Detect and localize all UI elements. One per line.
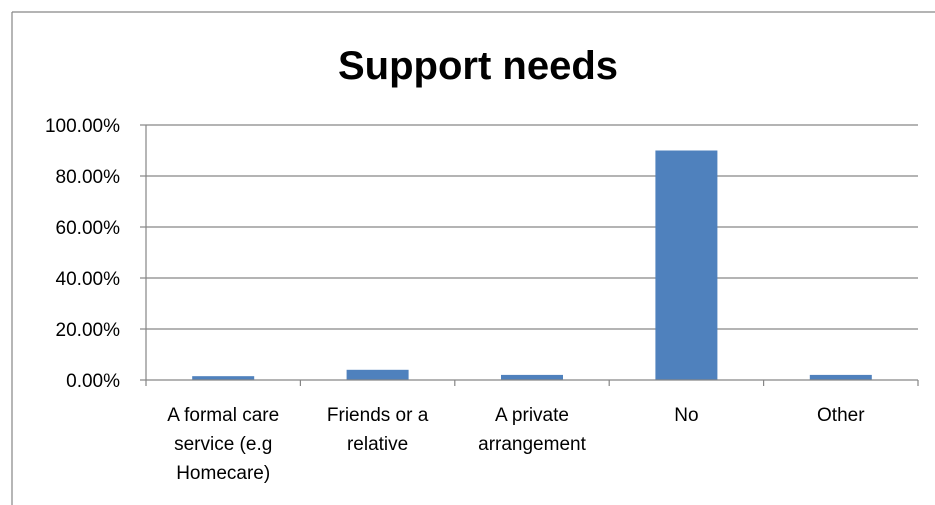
bars: [192, 150, 872, 380]
y-axis-ticks: 0.00% 20.00% 40.00% 60.00% 80.00% 100.00%: [45, 116, 147, 392]
bar: [655, 150, 718, 380]
category-label: A private arrangement: [478, 405, 586, 455]
y-tick-label: 100.00%: [45, 116, 120, 137]
x-axis: [145, 379, 919, 386]
category-labels: A formal care service (e.g Homecare) Friend…: [167, 405, 865, 484]
category-label: A formal care service (e.g Homecare): [167, 405, 279, 484]
y-tick-label: 20.00%: [56, 320, 121, 341]
y-tick-label: 0.00%: [66, 371, 120, 392]
y-tick-label: 80.00%: [56, 167, 121, 188]
category-label: Friends or a relative: [327, 405, 429, 455]
bar: [501, 374, 563, 380]
bar: [192, 376, 255, 380]
y-tick-label: 40.00%: [56, 269, 121, 290]
bar: [346, 369, 409, 380]
chart-title: Support needs: [338, 44, 618, 88]
category-label: Other: [817, 405, 865, 426]
gridlines: [146, 124, 918, 330]
y-tick-label: 60.00%: [56, 218, 121, 239]
category-label: No: [674, 405, 698, 426]
bar: [809, 374, 872, 380]
